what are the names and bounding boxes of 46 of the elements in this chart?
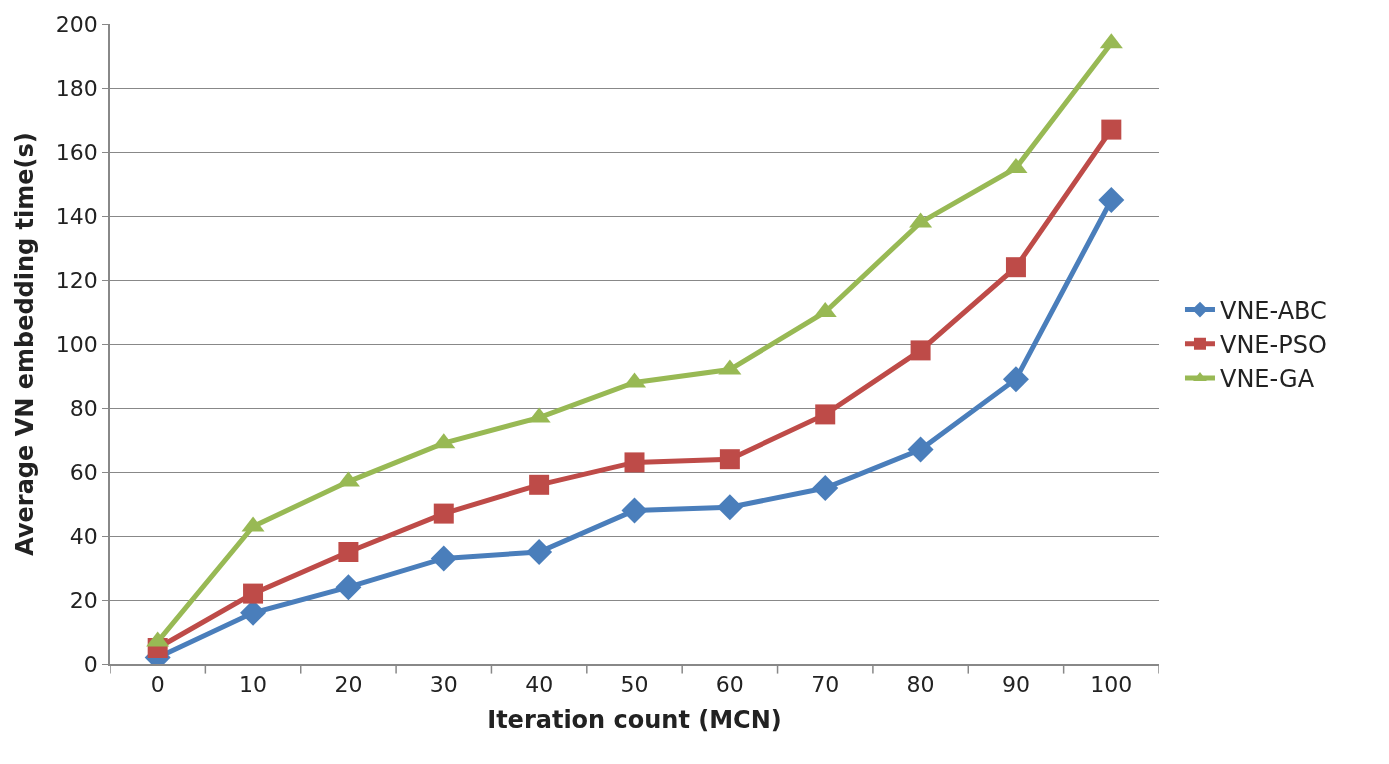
point [1098,187,1125,213]
point [815,404,836,425]
x-tick-label: 50 [620,672,649,698]
x-axis-title: Iteration count (MCN) [487,705,782,734]
point [907,436,934,463]
y-tick-label: 60 [69,459,98,485]
point [719,449,740,470]
y-tick-label: 120 [55,267,98,293]
x-tick-label: 40 [525,672,554,698]
point [812,475,839,501]
point [910,340,931,361]
x-tick-label: 30 [429,672,458,698]
legend-label: VNE-ABC [1219,296,1327,325]
point [526,539,553,565]
point [1005,257,1026,278]
point [716,494,743,521]
y-tick-label: 200 [55,11,98,37]
x-tick-label: 60 [715,672,744,698]
y-tick-label: 140 [55,203,98,229]
legend-label: VNE-PSO [1219,331,1327,360]
y-tick-label: 20 [69,587,98,613]
y-tick-label: 0 [83,651,98,677]
point [624,452,645,473]
y-axis-title: Average VN embedding time(s) [11,132,40,556]
point [1101,119,1122,140]
legend-label: VNE-GA [1219,365,1315,394]
y-tick-label: 160 [55,139,98,165]
x-tick-label: 80 [906,672,935,698]
point [430,545,457,572]
point [529,474,550,495]
point [1002,366,1029,393]
point [335,574,362,601]
point [338,542,359,562]
point [243,583,264,604]
y-tick-label: 100 [55,331,98,357]
x-tick-label: 0 [150,672,165,698]
point [433,503,454,524]
point [621,497,648,524]
x-tick-label: 20 [334,672,363,698]
y-tick-label: 80 [69,395,98,421]
y-tick-label: 180 [55,75,98,101]
x-tick-label: 90 [1001,672,1030,698]
y-tick-label: 40 [69,523,98,549]
x-tick-label: 10 [239,672,268,698]
x-tick-label: 100 [1090,672,1133,698]
x-tick-label: 70 [811,672,840,698]
